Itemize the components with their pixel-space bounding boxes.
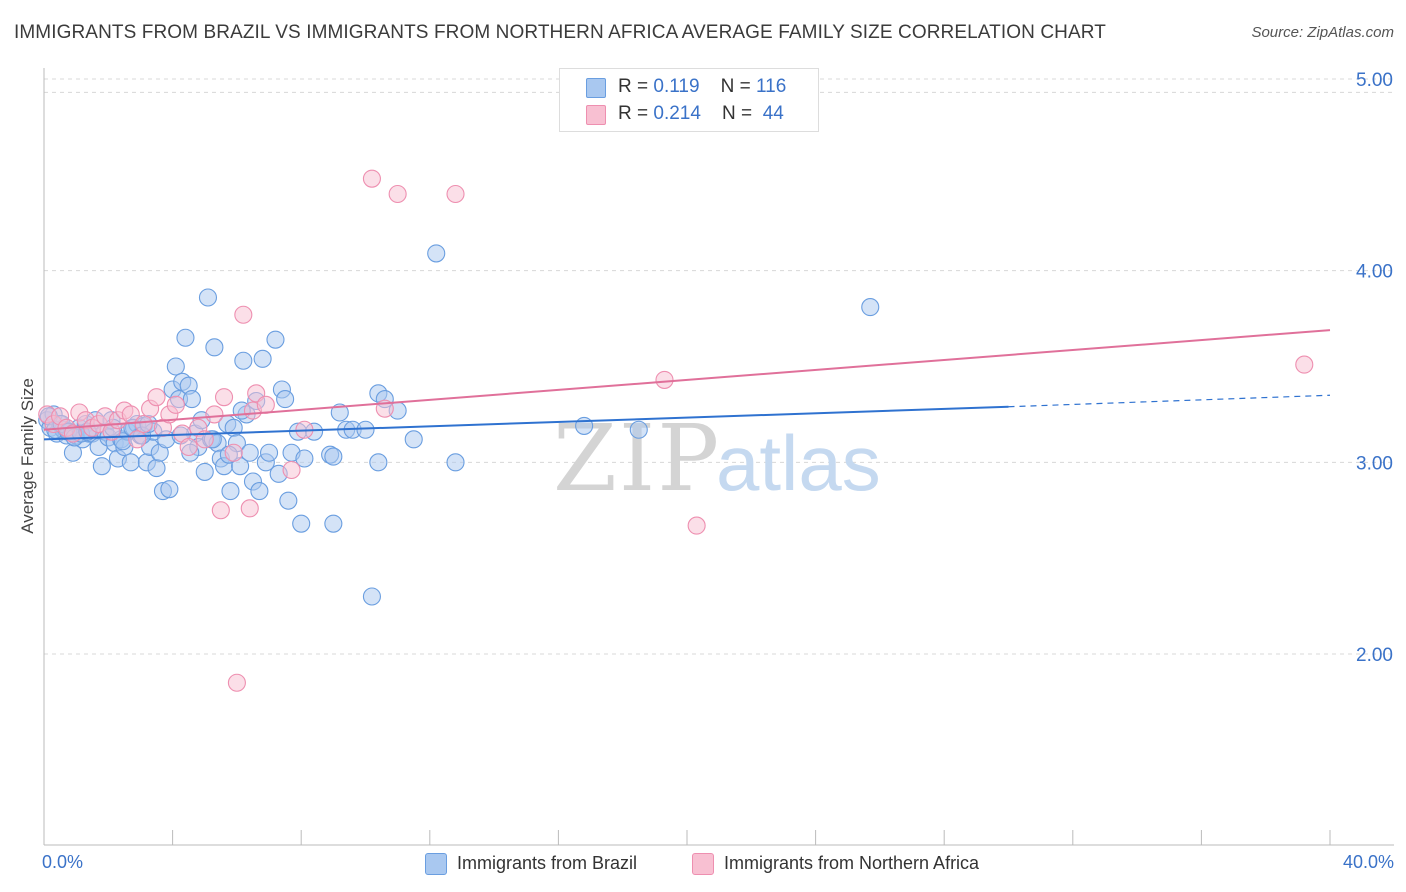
legend-label-northern-africa: Immigrants from Northern Africa bbox=[724, 853, 980, 873]
brazil-point bbox=[324, 514, 343, 533]
brazil-point bbox=[356, 420, 375, 439]
brazil-point bbox=[292, 514, 311, 533]
northern-africa-point bbox=[134, 414, 153, 434]
trend-lines bbox=[43, 329, 1331, 441]
northern-africa-point bbox=[388, 184, 407, 204]
y-tick-label: 4.00 bbox=[1356, 262, 1393, 283]
brazil-trend-line bbox=[43, 405, 1009, 441]
northern-africa-point bbox=[214, 388, 234, 407]
y-axis-label: Average Family Size bbox=[18, 378, 37, 534]
northern-africa-point bbox=[224, 443, 243, 462]
northern-africa-point bbox=[1295, 355, 1314, 374]
northern-africa-point bbox=[227, 673, 246, 692]
brazil-point bbox=[362, 587, 381, 606]
brazil-point bbox=[427, 244, 446, 263]
brazil-point bbox=[276, 390, 295, 409]
y-tick-label: 3.00 bbox=[1356, 453, 1393, 474]
brazil-point bbox=[259, 443, 279, 462]
northern-africa-point bbox=[205, 405, 224, 424]
brazil-point bbox=[121, 453, 140, 472]
brazil-point bbox=[234, 351, 253, 370]
brazil-point bbox=[446, 453, 465, 472]
brazil-point bbox=[369, 453, 388, 472]
source-label: Source: ZipAtlas.com bbox=[1251, 24, 1394, 41]
brazil-point bbox=[324, 447, 343, 466]
legend-swatch-brazil bbox=[425, 853, 447, 875]
brazil-point bbox=[295, 449, 314, 468]
legend-swatch-northern-africa bbox=[692, 853, 714, 875]
stats-text-brazil: R = 0.119 N = 116 bbox=[618, 76, 787, 97]
brazil-point bbox=[279, 491, 298, 510]
stats-legend: R = 0.119 N = 116 R = 0.214 N = 44 bbox=[559, 68, 819, 132]
northern-africa-point bbox=[211, 501, 230, 520]
chart-title: IMMIGRANTS FROM BRAZIL VS IMMIGRANTS FRO… bbox=[14, 22, 1106, 43]
brazil-point bbox=[160, 480, 179, 499]
y-tick-label: 2.00 bbox=[1356, 645, 1393, 666]
x-tick-label-max: 40.0% bbox=[1342, 852, 1394, 872]
brazil-swatch bbox=[586, 78, 606, 98]
northern-africa-point bbox=[195, 430, 214, 449]
brazil-point bbox=[176, 328, 195, 347]
brazil-point bbox=[92, 457, 111, 476]
brazil-point bbox=[861, 298, 880, 317]
brazil-point bbox=[629, 420, 648, 439]
brazil-point bbox=[404, 430, 423, 449]
brazil-point bbox=[221, 482, 240, 501]
northern-africa-point bbox=[282, 460, 301, 480]
series-legend: Immigrants from Brazil Immigrants from N… bbox=[0, 852, 1406, 878]
x-tick-label-min: 0.0% bbox=[42, 852, 84, 872]
brazil-point bbox=[182, 390, 201, 409]
northern-africa-point bbox=[687, 516, 706, 535]
brazil-point bbox=[147, 459, 166, 478]
brazil-trend-extension bbox=[1008, 394, 1331, 408]
y-tick-label: 5.00 bbox=[1356, 70, 1393, 91]
y-tick-labels: 2.00 3.00 4.00 5.00 bbox=[1356, 70, 1393, 666]
brazil-point bbox=[166, 357, 185, 376]
axes bbox=[43, 68, 1394, 846]
northern-africa-swatch bbox=[586, 105, 606, 125]
brazil-point bbox=[253, 349, 272, 368]
northern-africa-point bbox=[655, 370, 674, 389]
northern-africa-point bbox=[240, 499, 259, 518]
brazil-point bbox=[330, 403, 349, 422]
brazil-point bbox=[250, 482, 269, 501]
northern-africa-point bbox=[179, 437, 198, 457]
brazil-point bbox=[195, 462, 214, 481]
northern-africa-point bbox=[128, 430, 147, 449]
brazil-point bbox=[240, 443, 259, 462]
legend-label-brazil: Immigrants from Brazil bbox=[457, 853, 638, 873]
northern-africa-point bbox=[362, 169, 381, 188]
northern-africa-point bbox=[234, 305, 253, 324]
northern-africa-point bbox=[166, 395, 185, 414]
northern-africa-trend-line bbox=[43, 329, 1331, 431]
northern-africa-point bbox=[446, 184, 465, 204]
northern-africa-point bbox=[256, 395, 275, 414]
watermark-atlas: atlas bbox=[716, 419, 881, 507]
brazil-point bbox=[198, 288, 218, 307]
brazil-point bbox=[266, 330, 285, 349]
northern-africa-point bbox=[147, 388, 166, 407]
stats-text-northern-africa: R = 0.214 N = 44 bbox=[618, 103, 784, 124]
brazil-point bbox=[205, 338, 224, 357]
